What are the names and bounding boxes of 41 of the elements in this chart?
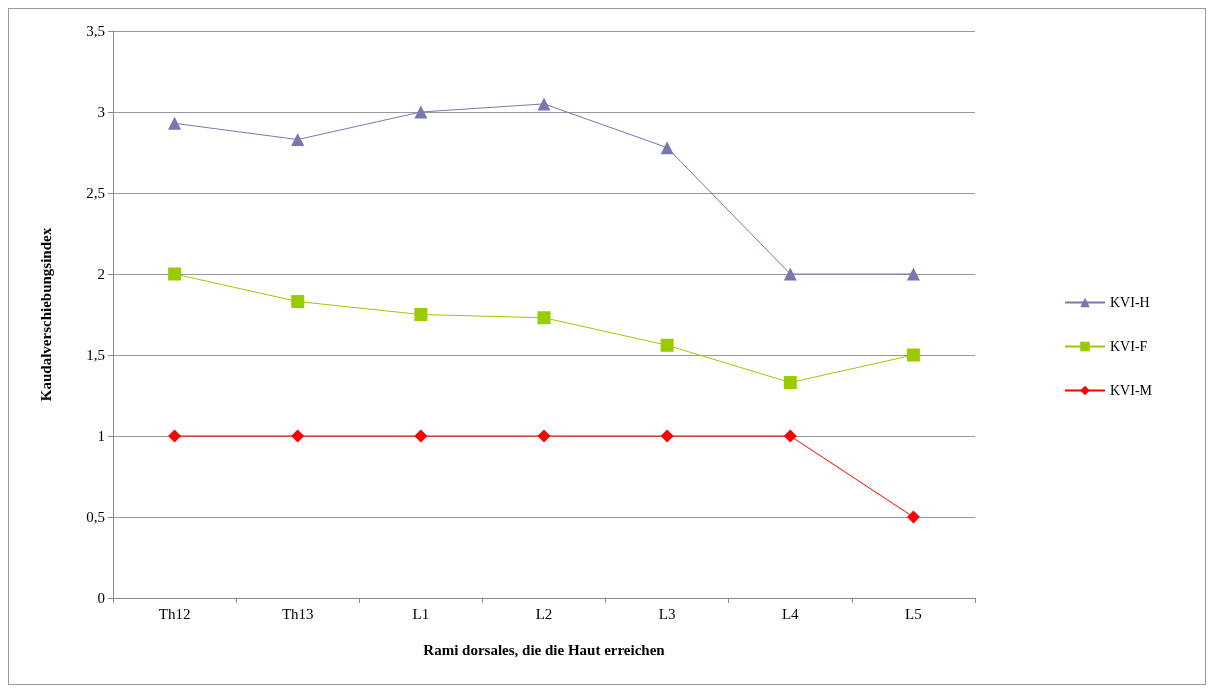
point bbox=[906, 348, 920, 362]
point bbox=[783, 267, 797, 281]
legend-label: KVI-M bbox=[1110, 383, 1153, 398]
point bbox=[537, 311, 551, 325]
legend-label: KVI-H bbox=[1110, 295, 1150, 310]
point bbox=[537, 429, 551, 443]
x-tick-label: Th13 bbox=[281, 605, 314, 622]
y-tick-label: 3,5 bbox=[86, 23, 105, 39]
point bbox=[660, 141, 674, 155]
point bbox=[168, 429, 182, 443]
point bbox=[537, 97, 551, 111]
x-tick-label: L3 bbox=[658, 605, 676, 622]
x-tick-label: Th12 bbox=[158, 605, 191, 622]
point bbox=[783, 429, 797, 443]
point bbox=[906, 510, 920, 524]
legend-label: KVI-F bbox=[1110, 339, 1148, 354]
point bbox=[291, 429, 305, 443]
point bbox=[906, 267, 920, 281]
point bbox=[660, 338, 674, 352]
y-tick-label: 1 bbox=[97, 428, 105, 444]
y-tick-label: 3 bbox=[97, 104, 105, 120]
point bbox=[660, 429, 674, 443]
point bbox=[168, 116, 182, 130]
x-tick-label: L1 bbox=[412, 605, 430, 622]
point bbox=[168, 267, 182, 281]
point bbox=[414, 429, 428, 443]
point bbox=[291, 295, 305, 309]
y-tick-label: 1,5 bbox=[86, 347, 105, 363]
y-tick-label: 0,5 bbox=[86, 509, 105, 525]
point bbox=[291, 133, 305, 147]
y-tick-label: 2,5 bbox=[86, 185, 105, 201]
x-tick-label: L2 bbox=[535, 605, 553, 622]
point bbox=[414, 308, 428, 321]
x-tick-label: L4 bbox=[781, 605, 800, 622]
y-axis-title: Kaudalverschiebungsindex bbox=[37, 227, 54, 402]
point bbox=[414, 105, 428, 119]
x-tick-label: L5 bbox=[905, 605, 922, 622]
y-tick-label: 0 bbox=[97, 590, 105, 606]
x-axis-title: Rami dorsales, die die Haut erreichen bbox=[423, 641, 666, 658]
y-tick-label: 2 bbox=[97, 266, 105, 282]
point bbox=[783, 376, 797, 390]
